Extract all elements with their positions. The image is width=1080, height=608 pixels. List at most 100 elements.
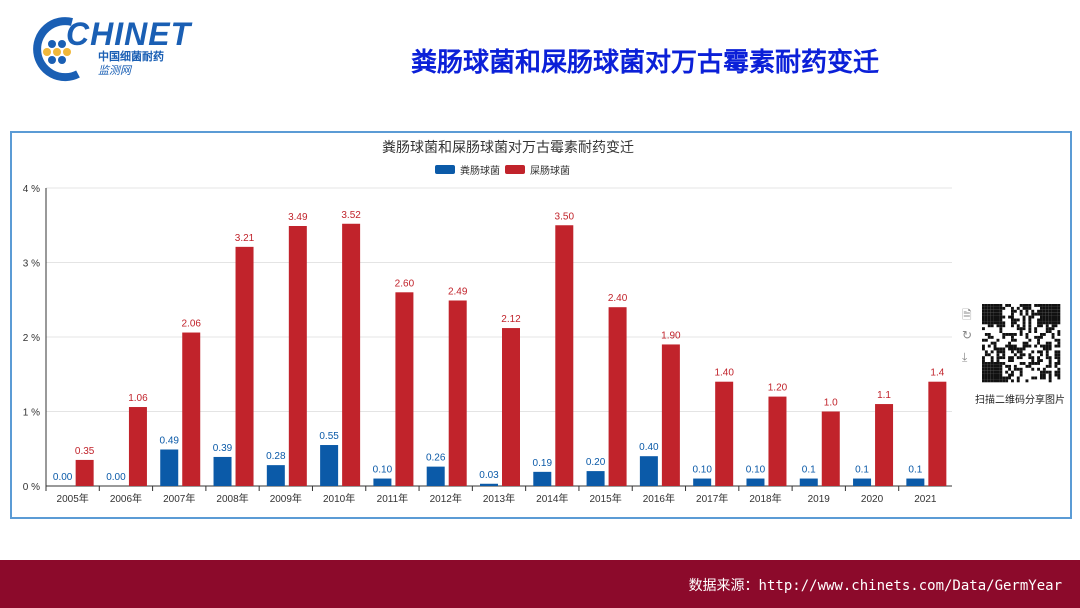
data-label: 0.00 bbox=[106, 472, 126, 483]
data-label: 0.49 bbox=[160, 435, 180, 446]
faecium-bar bbox=[448, 300, 467, 486]
faecalis-bar bbox=[693, 478, 712, 486]
data-label: 0.19 bbox=[533, 458, 553, 469]
x-tick-label: 2011年 bbox=[377, 492, 409, 505]
faecium-bar bbox=[608, 307, 627, 486]
data-label: 1.1 bbox=[877, 390, 891, 401]
download-icon[interactable]: ⤓ bbox=[962, 350, 968, 364]
data-label: 0.10 bbox=[746, 465, 766, 476]
faecalis-bar bbox=[533, 471, 552, 486]
faecalis-bar bbox=[853, 478, 872, 486]
x-tick-label: 2014年 bbox=[536, 492, 568, 505]
faecium-bar bbox=[502, 328, 520, 486]
data-label: 1.0 bbox=[824, 398, 838, 409]
faecalis-bar bbox=[480, 483, 498, 486]
data-label: 2.12 bbox=[501, 314, 521, 325]
faecalis-bar bbox=[639, 456, 658, 486]
x-tick-label: 2015年 bbox=[589, 492, 621, 505]
qr-caption: 扫描二维码分享图片 bbox=[975, 395, 1065, 406]
y-tick-label: 2 % bbox=[23, 333, 40, 344]
data-label: 0.26 bbox=[426, 453, 446, 464]
data-view-icon[interactable]: 🗎 bbox=[962, 308, 972, 322]
x-tick-label: 2018年 bbox=[749, 492, 781, 505]
faecium-bar bbox=[128, 407, 147, 486]
data-label: 0.00 bbox=[53, 472, 73, 483]
legend-swatch bbox=[435, 165, 455, 174]
x-tick-label: 2008年 bbox=[216, 492, 248, 505]
data-label: 0.03 bbox=[479, 470, 499, 481]
y-tick-label: 0 % bbox=[23, 482, 40, 493]
x-tick-label: 2012年 bbox=[430, 492, 462, 505]
data-label: 0.55 bbox=[319, 431, 339, 442]
chart-frame: 粪肠球菌和屎肠球菌对万古霉素耐药变迁粪肠球菌 屎肠球菌 0 % 1 % 2 % 3 % 4 … bbox=[10, 131, 1072, 519]
data-label: 0.28 bbox=[266, 451, 286, 462]
footer-bar: 数据来源：http://www.chinets.com/Data/GermYea… bbox=[0, 560, 1080, 608]
faecalis-bar bbox=[799, 478, 818, 486]
faecium-bar bbox=[928, 381, 947, 486]
faecium-bar bbox=[821, 411, 840, 486]
data-label: 0.10 bbox=[373, 465, 393, 476]
data-label: 1.20 bbox=[768, 383, 788, 394]
data-label: 2.60 bbox=[395, 278, 415, 289]
data-label: 2.49 bbox=[448, 286, 468, 297]
y-tick-label: 4 % bbox=[23, 184, 40, 195]
x-tick-label: 2016年 bbox=[643, 492, 675, 505]
data-label: 0.10 bbox=[692, 465, 712, 476]
data-label: 2.40 bbox=[608, 293, 628, 304]
logo-wordmark: CHINET bbox=[66, 16, 192, 52]
data-label: 3.52 bbox=[341, 210, 361, 221]
data-label: 0.20 bbox=[586, 457, 606, 468]
data-label: 1.40 bbox=[714, 368, 734, 379]
faecalis-bar bbox=[586, 471, 605, 486]
faecium-bar bbox=[555, 225, 574, 486]
faecium-bar bbox=[661, 344, 680, 486]
faecium-bar bbox=[395, 292, 414, 486]
data-label: 2.06 bbox=[182, 319, 202, 330]
faecium-bar bbox=[235, 246, 254, 486]
faecium-bar bbox=[875, 404, 894, 486]
y-tick-label: 3 % bbox=[23, 259, 40, 270]
faecalis-bar bbox=[906, 478, 925, 486]
restore-icon[interactable]: ↻ bbox=[962, 328, 973, 342]
data-label: 3.50 bbox=[555, 211, 575, 222]
x-tick-label: 2017年 bbox=[696, 492, 728, 505]
x-tick-label: 2020 bbox=[861, 494, 884, 505]
data-label: 0.35 bbox=[75, 446, 95, 457]
chart-title: 粪肠球菌和屎肠球菌对万古霉素耐药变迁 bbox=[382, 139, 634, 155]
data-label: 0.1 bbox=[855, 465, 869, 476]
x-tick-label: 2019 bbox=[808, 494, 831, 505]
data-label: 3.49 bbox=[288, 212, 308, 223]
logo-subtitle-2: 监测网 bbox=[98, 65, 131, 77]
data-label: 3.21 bbox=[235, 233, 255, 244]
data-label: 0.39 bbox=[213, 443, 233, 454]
data-label: 1.4 bbox=[930, 368, 944, 379]
data-label: 0.1 bbox=[908, 465, 922, 476]
data-label: 0.1 bbox=[802, 465, 816, 476]
faecalis-bar bbox=[266, 465, 285, 486]
legend-label: 屎肠球菌 bbox=[530, 164, 570, 177]
y-tick-label: 1 % bbox=[23, 408, 40, 419]
slide-title: 粪肠球菌和屎肠球菌对万古霉素耐药变迁 bbox=[410, 47, 879, 77]
logo-emblem-icon bbox=[33, 17, 80, 82]
faecalis-bar bbox=[320, 445, 339, 486]
data-label: 0.40 bbox=[639, 442, 659, 453]
legend-label: 粪肠球菌 bbox=[460, 164, 500, 177]
x-tick-label: 2013年 bbox=[483, 492, 515, 505]
x-tick-label: 2006年 bbox=[110, 492, 142, 505]
faecium-bar bbox=[75, 459, 94, 486]
faecium-bar bbox=[715, 381, 734, 486]
faecalis-bar bbox=[746, 478, 765, 486]
data-label: 1.06 bbox=[128, 393, 148, 404]
x-tick-label: 2005年 bbox=[57, 492, 89, 505]
qr-code bbox=[982, 304, 1061, 383]
x-tick-label: 2007年 bbox=[163, 492, 195, 505]
faecium-bar bbox=[182, 332, 201, 486]
faecalis-bar bbox=[373, 478, 392, 486]
logo-subtitle: 中国细菌耐药 bbox=[98, 51, 164, 63]
faecalis-bar bbox=[160, 449, 179, 486]
legend-swatch bbox=[505, 165, 525, 174]
faecalis-bar bbox=[426, 466, 445, 486]
faecium-bar bbox=[768, 396, 787, 486]
data-source: 数据来源：http://www.chinets.com/Data/GermYea… bbox=[688, 578, 1062, 594]
